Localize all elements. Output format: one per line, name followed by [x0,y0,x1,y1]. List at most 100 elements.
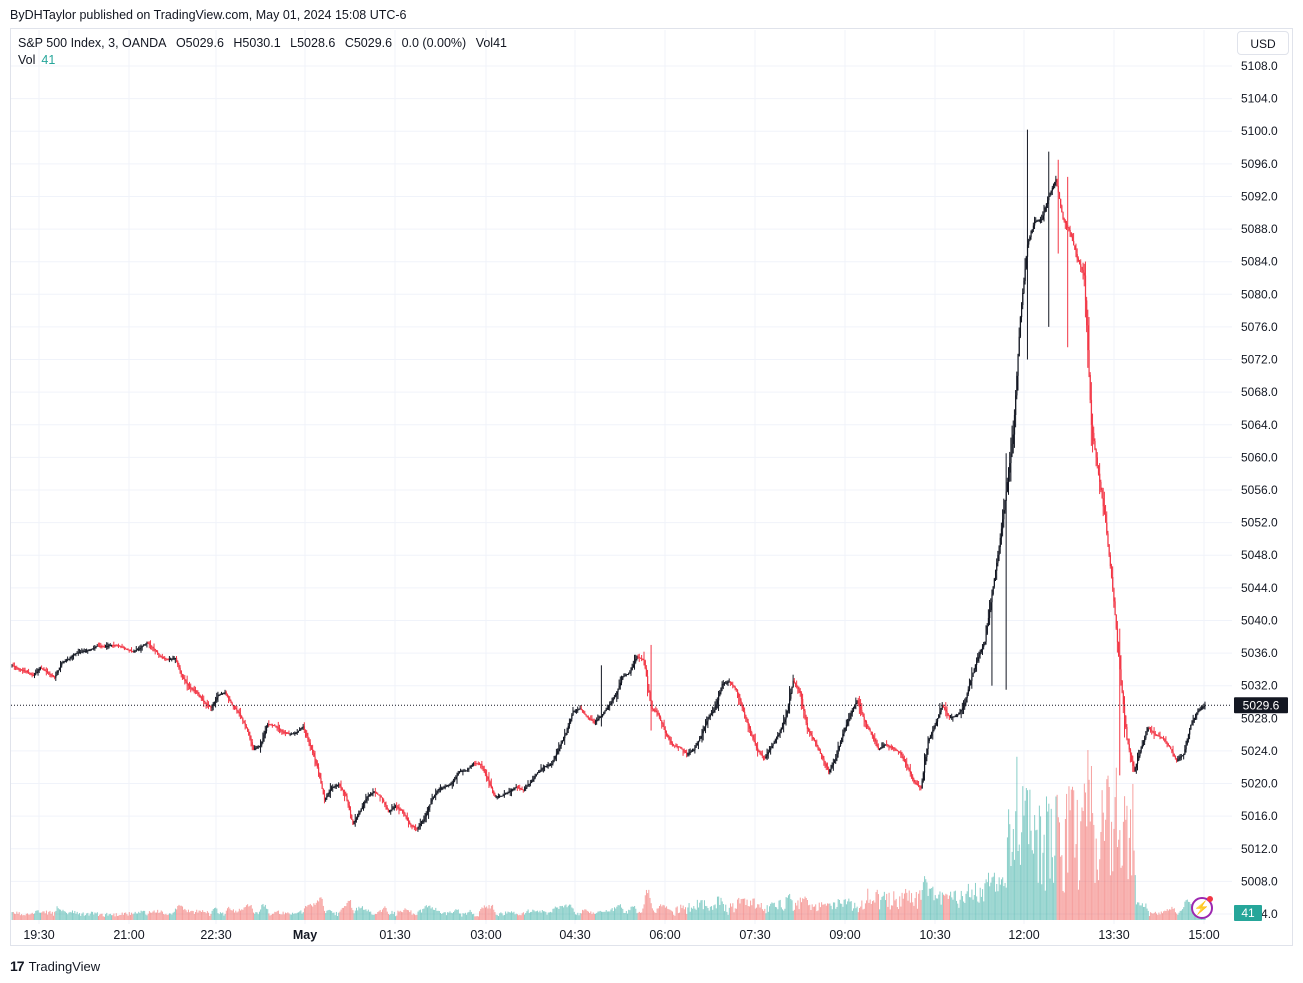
volume-bar [527,909,529,920]
symbol-name[interactable]: S&P 500 Index, 3, OANDA [18,36,167,50]
candle-body [1103,506,1106,515]
volume-bar [621,907,623,920]
candle-body [436,791,438,794]
volume-bar [440,912,442,920]
price-tick-label: 5008.0 [1241,874,1278,888]
volume-bar [1151,913,1153,920]
candle-body [321,783,323,789]
candle-body [33,674,36,676]
footer-brand[interactable]: 17 TradingView [10,958,100,974]
candle-body [161,657,164,659]
volume-bar [313,903,315,920]
volume-bar [492,904,494,920]
candle-body [654,709,656,711]
currency-button[interactable]: USD [1237,31,1289,55]
candle-body [824,761,826,764]
candle-body [17,668,19,670]
candle-body [1145,734,1147,739]
volume-bar [764,908,766,920]
volume-bar [508,912,510,920]
candle-body [296,731,298,733]
candle-body [540,769,542,771]
candle-body [120,646,122,648]
volume-bar [586,910,588,920]
candle-body [1039,219,1042,221]
candle-body [716,700,719,705]
volume-bar [1081,807,1083,920]
candle-body [1029,236,1031,241]
candle-body [1037,220,1039,222]
volume-bar [1058,822,1060,920]
volume-bar [106,912,108,920]
candle-body [423,819,425,821]
volume-bar [418,910,420,920]
candle-body [508,791,510,793]
volume-bar [683,909,685,920]
candle-body [465,770,468,772]
volume-bar [299,911,301,920]
volume-bar [475,916,477,920]
candle-body [422,820,424,823]
candle-body [648,684,650,692]
lightning-icon[interactable]: ⚡ [1191,897,1213,919]
candle-body [231,703,233,706]
volume-bar [488,904,490,920]
candle-body [251,742,253,746]
candle-body [385,804,387,808]
volume-bar [182,906,184,920]
candle-body [370,794,372,796]
candle-body [1096,457,1098,466]
candle-body [854,705,856,709]
candle-body [747,721,749,726]
candle-body [367,795,369,797]
volume-label[interactable]: Vol [18,53,36,67]
volume-bar [415,915,417,920]
volume-bar [350,900,352,920]
volume-bar [681,908,683,920]
price-tick-label: 5028.0 [1241,711,1278,725]
volume-bar [1172,908,1174,920]
candle-body [986,625,988,634]
volume-bar [73,913,75,920]
volume-bar [721,901,723,920]
volume-bar [61,911,63,920]
candle-body [486,774,488,777]
volume-bar [1066,793,1068,920]
candle-body [417,826,419,829]
candle-body [950,717,952,719]
candle-body [616,691,618,695]
volume-bar [540,912,542,920]
volume-bar [580,913,582,920]
volume-bar [1057,817,1059,920]
candle-body [514,787,516,789]
candle-body [857,700,859,704]
candle-body [1163,737,1165,740]
candle-body [876,744,878,747]
candle-body [754,741,756,745]
volume-bar [480,909,482,920]
volume-bar [447,912,449,920]
volume-bar [914,898,916,920]
volume-bar [262,903,264,920]
candle-body [470,765,472,767]
candle-body [786,710,788,717]
volume-bar [424,906,426,920]
volume-bar [728,907,730,920]
candle-body [600,715,603,717]
volume-bar [1125,819,1127,920]
volume-bar [834,902,836,920]
candle-body [703,727,706,731]
volume-bar [122,914,124,920]
volume-bar [403,909,405,920]
candle-body [964,702,966,707]
volume-bar [385,908,387,920]
volume-bar [186,912,188,920]
candle-body [1186,739,1188,745]
volume-bar [610,909,612,920]
candle-body [723,683,726,685]
candle-body [509,790,511,792]
candle-body [56,672,58,676]
volume-bar [12,911,14,920]
candle-body [94,647,96,649]
